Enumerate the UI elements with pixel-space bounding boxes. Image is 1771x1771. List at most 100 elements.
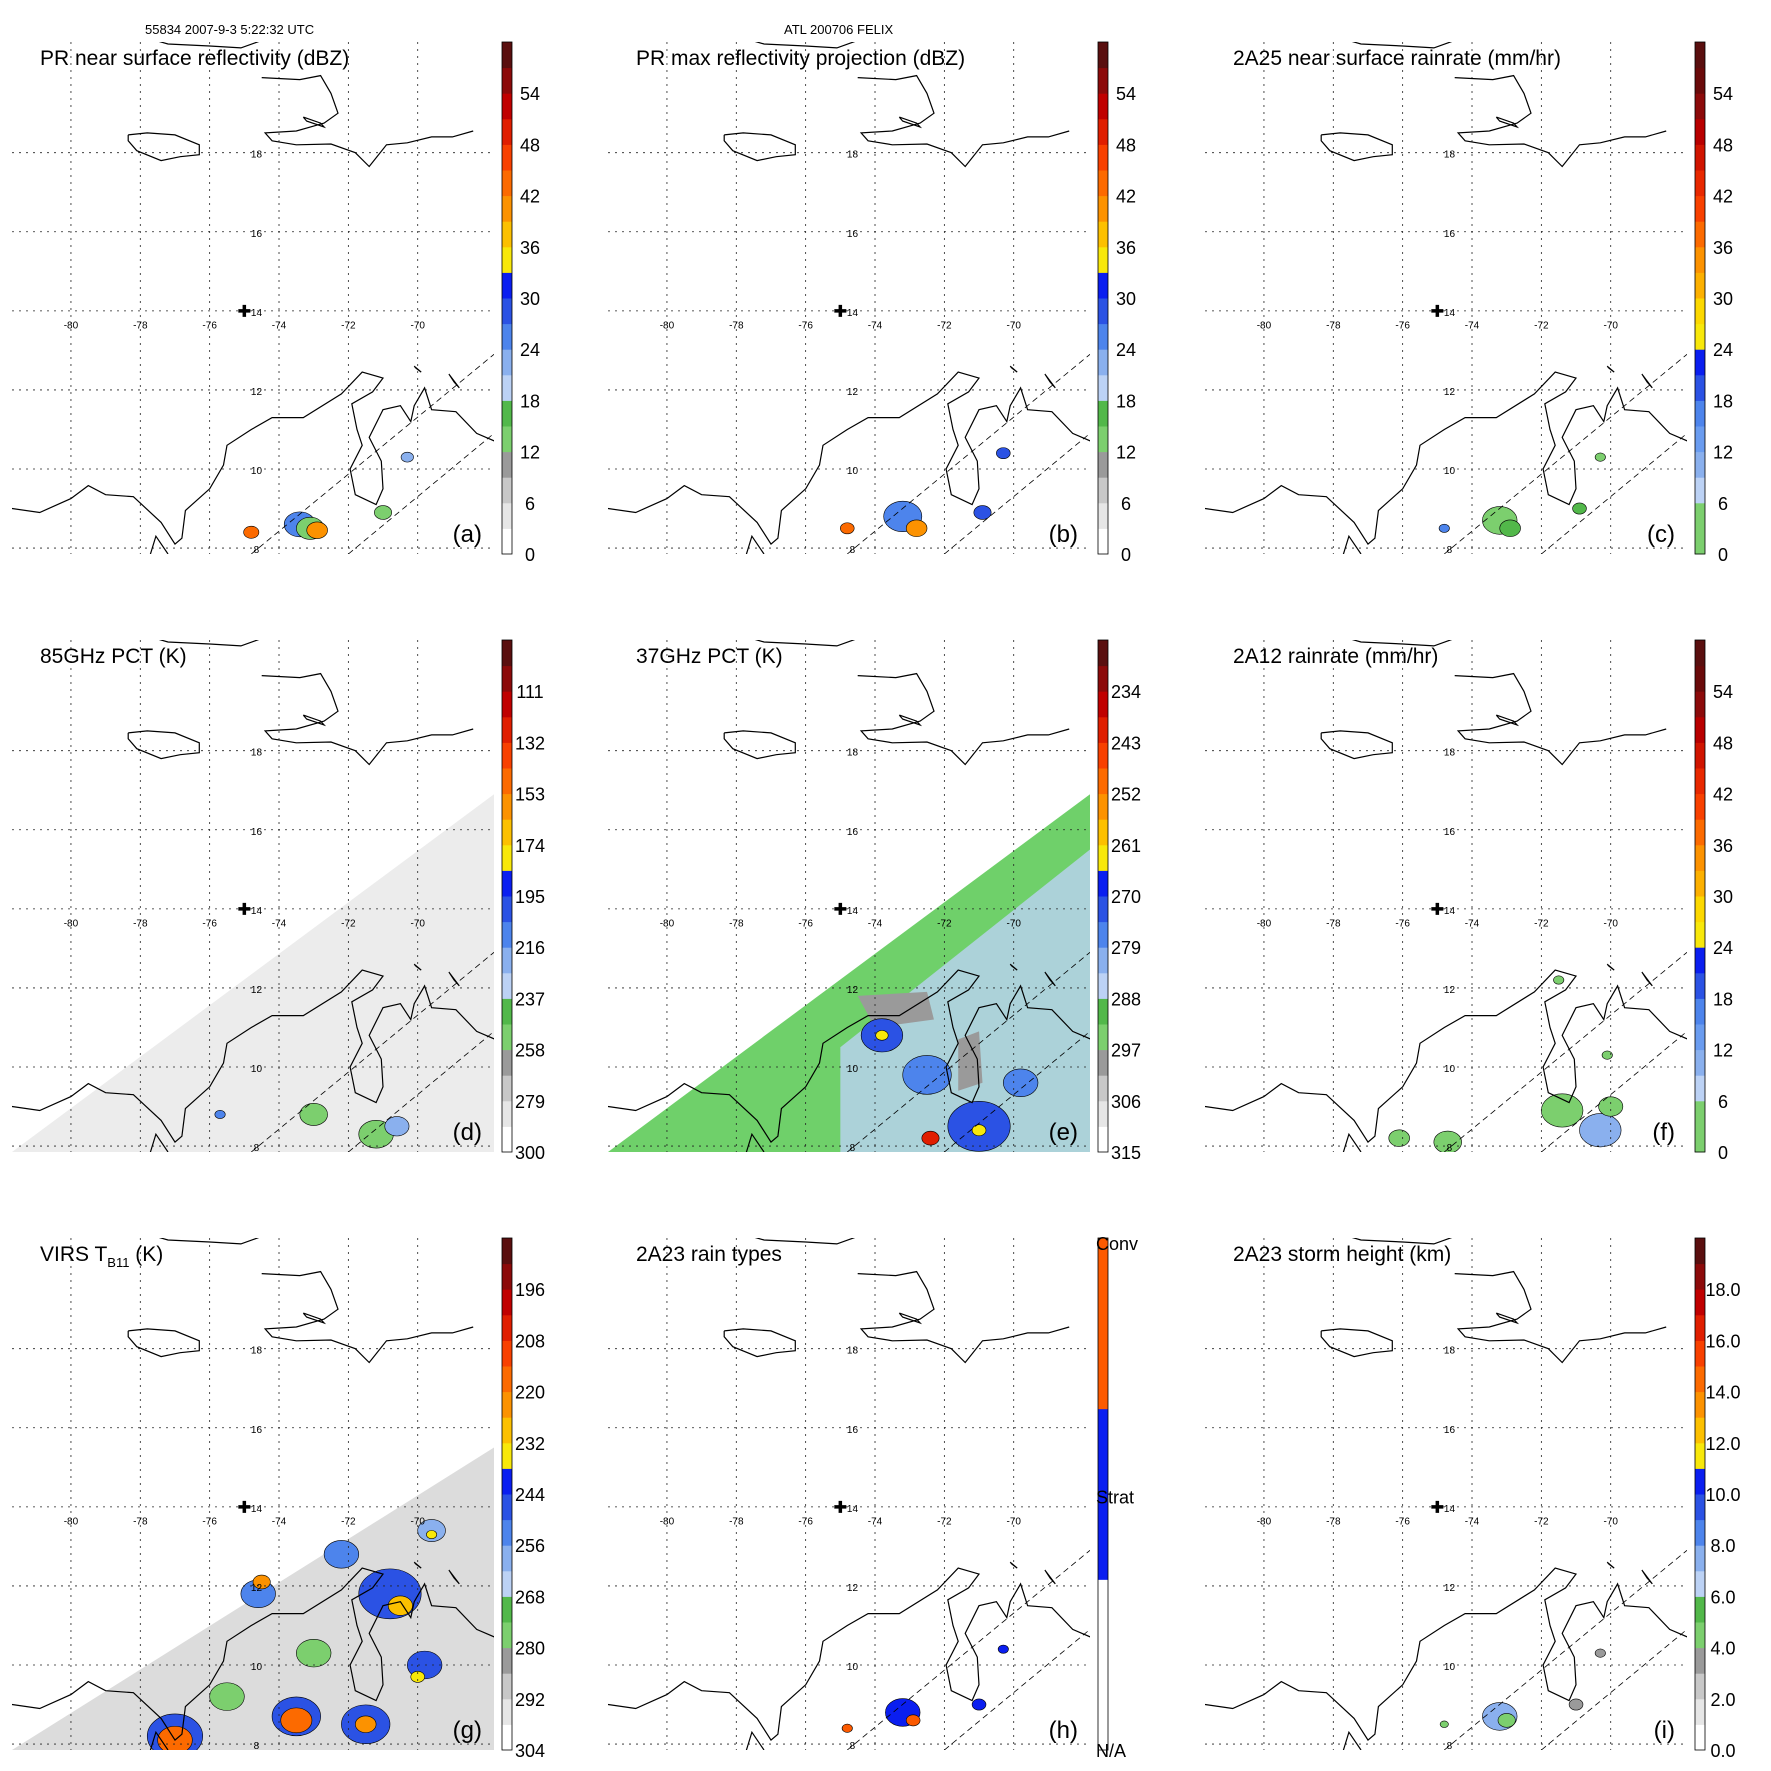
coastline <box>1342 1132 1362 1152</box>
colorbar-segment <box>1695 1622 1705 1649</box>
coastline <box>1641 373 1653 389</box>
lat-label: 10 <box>251 1662 263 1673</box>
colorbar-label: 12 <box>520 443 540 463</box>
lat-label: 8 <box>850 545 856 556</box>
coastline <box>1606 1561 1615 1569</box>
colorbar-segment <box>1695 768 1705 795</box>
lon-label: -72 <box>937 321 952 332</box>
colorbar-segment <box>1695 323 1705 350</box>
colorbar-segment <box>1098 298 1108 325</box>
map-body: -80 -78 -76 -74 -72 -70 18 16 14 12 10 8 <box>608 640 1090 1152</box>
colorbar-label: 30 <box>1713 887 1733 907</box>
colorbar-segment <box>1695 896 1705 923</box>
colorbar-segment <box>502 768 512 795</box>
coastline <box>158 42 260 49</box>
coastline <box>413 963 422 971</box>
colorbar-segment <box>1695 1442 1705 1469</box>
lon-label: -74 <box>868 919 883 930</box>
coastline <box>1495 714 1520 727</box>
colorbar-label: 174 <box>515 836 545 856</box>
colorbar-segment <box>1695 426 1705 453</box>
lat-label: 16 <box>251 229 263 240</box>
coastline <box>1641 971 1653 987</box>
colorbar-label: 36 <box>1116 238 1136 258</box>
colorbar-segment <box>1695 972 1705 999</box>
lon-label: -72 <box>1534 919 1549 930</box>
colorbar-segment <box>502 742 512 769</box>
colorbar-segment <box>502 170 512 197</box>
colorbar-segment <box>502 1417 512 1444</box>
coastline <box>1495 116 1520 129</box>
colorbar-segment <box>1098 170 1108 197</box>
colorbar-label: 6 <box>1718 494 1728 514</box>
coastline <box>12 1567 494 1742</box>
colorbar-frame <box>501 639 513 1153</box>
swath-edge <box>1541 433 1687 554</box>
colorbar-segment <box>1695 819 1705 846</box>
colorbar-segment <box>502 921 512 948</box>
colorbar-segment <box>1695 1724 1705 1751</box>
colorbar-segment <box>502 1049 512 1076</box>
lat-label: 10 <box>1444 1064 1456 1075</box>
colorbar-label: 12 <box>1713 443 1733 463</box>
rain-echo <box>374 505 393 520</box>
colorbar-segment <box>502 67 512 94</box>
lat-label: 18 <box>251 1346 263 1357</box>
colorbar-segment <box>1695 221 1705 248</box>
rain-echo <box>1438 523 1450 533</box>
lat-label: 14 <box>847 308 859 319</box>
colorbar-label: 48 <box>1713 135 1733 155</box>
lat-label: 18 <box>251 150 263 161</box>
rain-echo <box>400 451 414 463</box>
colorbar-segment <box>1098 972 1108 999</box>
lon-label: -74 <box>1465 1517 1480 1528</box>
colorbar-segment <box>1098 665 1108 692</box>
coastline <box>127 730 200 760</box>
colorbar-segment <box>502 1442 512 1469</box>
colorbar-label: 18 <box>520 391 540 411</box>
colorbar-segment <box>1695 374 1705 401</box>
colorbar-label: 54 <box>1713 682 1733 702</box>
panel-i: -80 -78 -76 -74 -72 -70 18 16 14 12 10 8 2A23 storm … <box>1205 1237 1741 1761</box>
coastline <box>149 1730 169 1750</box>
panel-letter: (i) <box>1654 1717 1675 1744</box>
colorbar-segment <box>1695 170 1705 197</box>
colorbar-segment <box>1695 298 1705 325</box>
lon-label: -72 <box>937 1517 952 1528</box>
lon-label: -76 <box>202 1517 217 1528</box>
panel-e: -80 -78 -76 -74 -72 -70 18 16 14 12 10 8 37GHz PCT (… <box>608 639 1141 1163</box>
panel-letter: (f) <box>1652 1119 1675 1146</box>
colorbar-segment <box>502 1468 512 1495</box>
colorbar-label: 42 <box>1116 187 1136 207</box>
lon-label: -80 <box>660 919 675 930</box>
colorbar-segment <box>502 1075 512 1102</box>
colorbar-label: Conv <box>1096 1234 1138 1254</box>
colorbar-label: 8.0 <box>1710 1536 1735 1556</box>
colorbar-segment <box>502 1673 512 1700</box>
lon-label: -80 <box>64 321 79 332</box>
lon-label: -80 <box>660 321 675 332</box>
colorbar-label: 268 <box>515 1587 545 1607</box>
colorbar-segment <box>1695 93 1705 120</box>
coastline <box>12 371 494 546</box>
coastline <box>1320 730 1393 760</box>
rain-echo <box>840 522 855 535</box>
colorbar-label: 12 <box>1116 443 1136 463</box>
colorbar-label: 256 <box>515 1536 545 1556</box>
colorbar-segment <box>1098 221 1108 248</box>
lon-label: -72 <box>937 919 952 930</box>
colorbar-label: 54 <box>1116 84 1136 104</box>
lon-label: -74 <box>868 321 883 332</box>
rain-echo <box>997 1644 1009 1654</box>
colorbar-segment <box>1098 426 1108 453</box>
rain-echo <box>1579 1113 1622 1148</box>
colorbar-segment <box>1098 870 1108 897</box>
rain-echo <box>1568 1698 1584 1711</box>
lon-label: -78 <box>1326 919 1341 930</box>
colorbar-segment <box>1695 349 1705 376</box>
coastline <box>1044 373 1056 389</box>
lon-label: -74 <box>272 1517 287 1528</box>
swath-edge <box>847 354 1090 554</box>
lon-label: -70 <box>1006 1517 1021 1528</box>
colorbar-label: 252 <box>1111 785 1141 805</box>
